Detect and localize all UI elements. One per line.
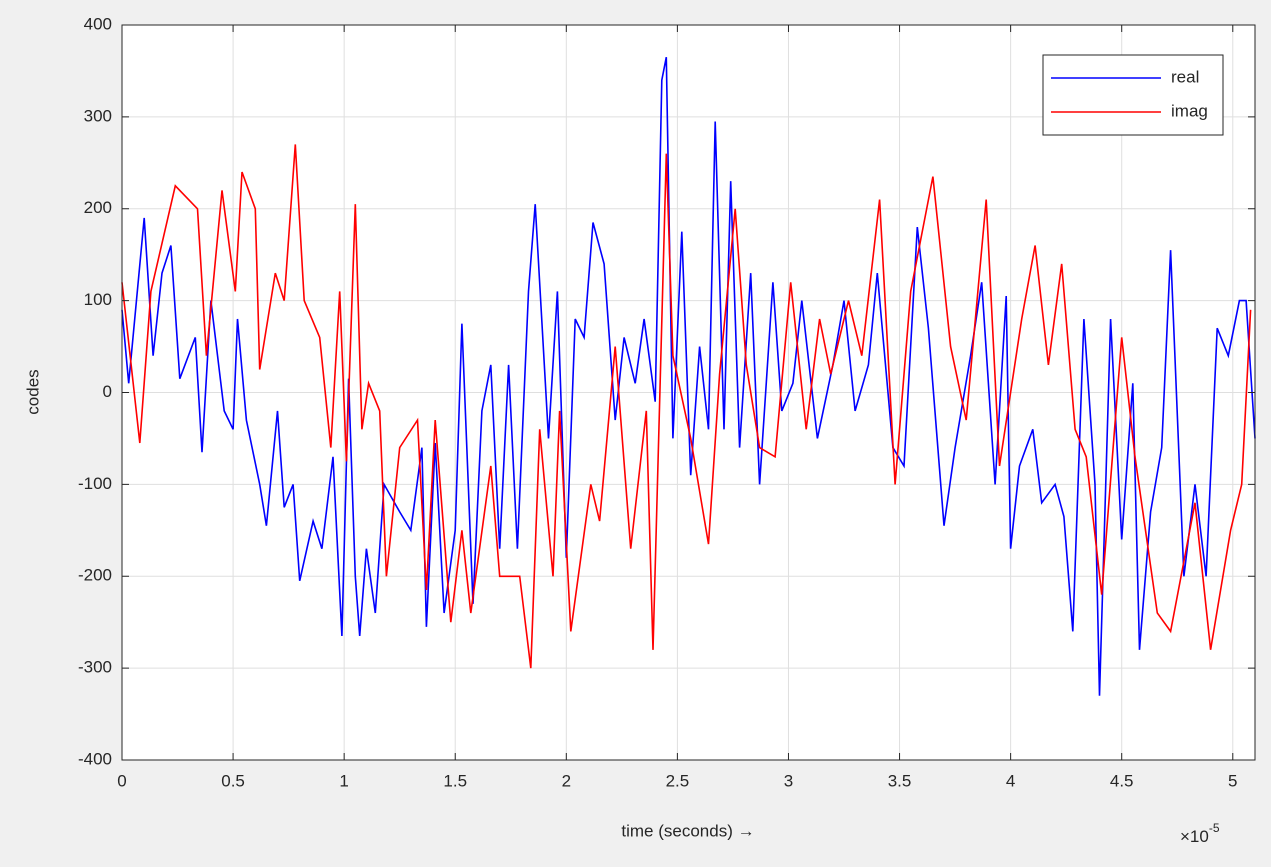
y-tick-label: 0 (103, 382, 112, 401)
y-tick-label: 400 (84, 14, 112, 33)
x-tick-label: 2 (562, 771, 571, 790)
y-tick-label: -300 (78, 658, 112, 677)
x-tick-label: 5 (1228, 771, 1237, 790)
y-tick-label: -400 (78, 749, 112, 768)
x-multiplier: ×10-5 (1180, 821, 1220, 846)
x-tick-label: 0.5 (221, 771, 245, 790)
legend-label: imag (1171, 101, 1208, 120)
x-tick-label: 1.5 (443, 771, 467, 790)
y-axis-label: codes (23, 369, 42, 414)
y-tick-label: -200 (78, 566, 112, 585)
x-tick-label: 2.5 (666, 771, 690, 790)
x-tick-label: 4.5 (1110, 771, 1134, 790)
y-tick-label: 200 (84, 198, 112, 217)
x-tick-label: 4 (1006, 771, 1015, 790)
series-line (121, 144, 1252, 669)
legend-label: real (1171, 67, 1199, 86)
y-tick-label: 300 (84, 106, 112, 125)
x-tick-label: 1 (339, 771, 348, 790)
y-tick-label: -100 (78, 474, 112, 493)
legend: real imag (1042, 54, 1224, 136)
lines (121, 57, 1256, 696)
x-axis-label: time (seconds) → (621, 821, 754, 840)
x-tick-label: 3.5 (888, 771, 912, 790)
series-line (121, 57, 1256, 696)
ticks: 0 0.5 1 1.5 2 2.5 3 3.5 4 4.5 5 -400 -300 -200 -100 0 10… (78, 14, 1255, 790)
x-tick-label: 3 (784, 771, 793, 790)
multiplier-base: ×10 (1180, 827, 1209, 846)
y-tick-label: 100 (84, 290, 112, 309)
legend-box (1042, 54, 1224, 136)
x-tick-label: 0 (117, 771, 126, 790)
multiplier-exponent: -5 (1209, 821, 1220, 835)
